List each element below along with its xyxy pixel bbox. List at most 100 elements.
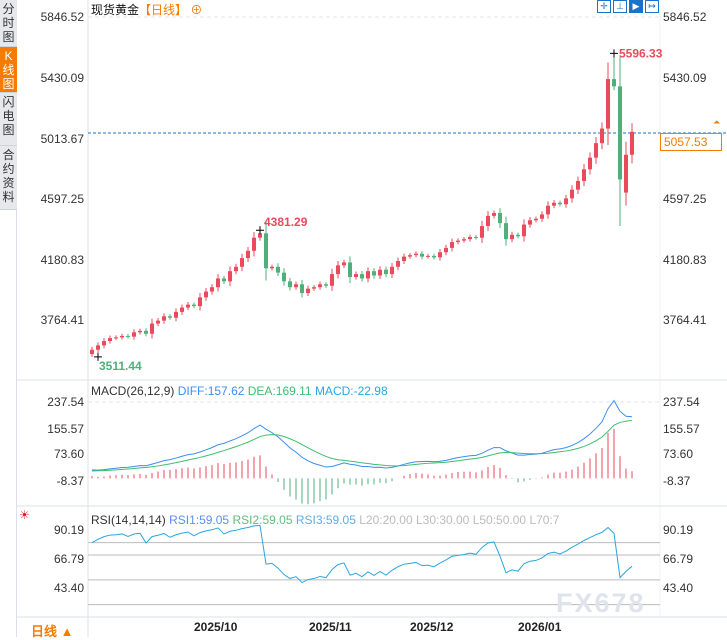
price-axis-label-right: 5430.09 (663, 71, 707, 85)
candle-body (210, 287, 214, 292)
sun-settings-icon[interactable]: ☀ (19, 508, 30, 522)
candle-body (456, 240, 460, 243)
tab-contract-info[interactable]: 合约资料 (0, 146, 17, 210)
instrument-name: 现货黄金 (91, 3, 140, 17)
candle-body (216, 278, 220, 288)
candle-body (264, 233, 268, 269)
scroll-up-icon[interactable]: ⏶ (713, 117, 721, 127)
candle-body (480, 226, 484, 238)
candle-body (378, 269, 382, 276)
candle-body (180, 307, 184, 312)
candle-body (396, 260, 400, 267)
candle-body (192, 304, 196, 307)
date-tick: 2025/10 (194, 620, 238, 634)
candle-body (546, 205, 550, 215)
candle-body (246, 250, 250, 259)
period-label[interactable]: 【日线】 (139, 3, 188, 17)
rsi-l50: L50:50.00 (472, 513, 527, 527)
candle-body (102, 341, 106, 346)
crosshair-icon[interactable]: ✛ (597, 0, 611, 13)
circle-plus-icon[interactable]: ⊕ (190, 3, 203, 17)
candle-body (150, 323, 154, 334)
candle-body (108, 338, 112, 342)
macd-dea: DEA:169.11 (247, 384, 312, 398)
candle-body (462, 239, 466, 241)
candle-body (450, 242, 454, 248)
rsi-l30: L30:30.00 (415, 513, 470, 527)
price-axis-label: 4180.83 (40, 253, 84, 267)
macd-value: MACD:-22.98 (314, 384, 388, 398)
candle-body (420, 253, 424, 257)
measure-icon[interactable]: ⊥ (613, 0, 627, 13)
price-axis-label: 4597.25 (40, 192, 84, 206)
rsi-axis-label: 66.79 (53, 552, 84, 566)
macd-axis-label-right: -8.37 (663, 474, 691, 488)
macd-diff: DIFF:157.62 (177, 384, 245, 398)
candle-body (234, 266, 238, 272)
macd-legend: MACD(26,12,9) DIFF:157.62 DEA:169.11 MAC… (91, 384, 388, 398)
price-axis-label: 5430.09 (40, 71, 84, 85)
tab-flash-chart[interactable]: 闪电图 (0, 93, 17, 146)
local-high-price-label: 4381.29 (264, 215, 308, 229)
high-marker (610, 49, 618, 58)
candle-body (306, 288, 310, 294)
price-axis-label-right: 4180.83 (663, 253, 707, 267)
tab-time-chart[interactable]: 分时图 (0, 0, 17, 47)
candle-body (372, 271, 376, 276)
candle-body (126, 335, 130, 337)
period-dropdown-button[interactable]: 日线 ▲ (31, 624, 74, 639)
candle-body (510, 234, 514, 240)
tab-k-line[interactable]: K线图 (0, 47, 17, 93)
price-axis-label-right: 5846.52 (663, 10, 707, 24)
candle-body (498, 212, 502, 224)
candle-body (324, 284, 328, 286)
play-icon[interactable]: ▶ (629, 0, 643, 13)
candle-body (504, 223, 508, 240)
rsi1-value: RSI1:59.05 (169, 513, 230, 527)
candle-body (384, 269, 388, 275)
candle-body (144, 330, 148, 334)
candle-body (432, 255, 436, 258)
candle-body (312, 287, 316, 289)
candle-body (258, 233, 262, 238)
candle-body (342, 262, 346, 266)
price-axis-label-right: 4597.25 (663, 192, 707, 206)
candle-body (594, 143, 598, 158)
rsi-legend: RSI(14,14,14) RSI1:59.05 RSI2:59.05 RSI3… (91, 513, 559, 527)
rsi-l70: L70:7 (529, 513, 560, 527)
date-tick: 2025/11 (309, 620, 352, 634)
candle-body (438, 252, 442, 258)
candle-body (570, 189, 574, 199)
candle-body (606, 79, 610, 129)
candle-body (408, 255, 412, 257)
candle-body (198, 297, 202, 307)
rsi-axis-label: 90.19 (53, 523, 84, 537)
macd-diff-line (91, 399, 633, 471)
candle-body (564, 198, 568, 205)
date-tick: 2026/01 (518, 620, 562, 634)
candle-body (612, 79, 616, 87)
candle-body (240, 258, 244, 267)
candle-body (534, 218, 538, 221)
candle-body (558, 202, 562, 205)
high-price-label: 5596.33 (619, 46, 663, 60)
candle-body (204, 291, 208, 298)
sidebar-tabs: 分时图 K线图 闪电图 合约资料 (0, 0, 17, 637)
candle-body (588, 157, 592, 170)
candle-body (444, 247, 448, 253)
low-marker (94, 352, 102, 361)
rsi-axis-label-right: 43.40 (663, 581, 694, 595)
price-axis-label-right: 3764.41 (663, 313, 707, 327)
candle-body (90, 349, 94, 355)
candle-body (522, 224, 526, 237)
rsi-line (91, 524, 633, 584)
candle-body (576, 180, 580, 190)
candle-body (228, 271, 232, 282)
candle-body (552, 202, 556, 206)
watermark: FX678 (556, 588, 646, 618)
export-icon[interactable]: ↦ (645, 0, 659, 13)
candle-body (354, 274, 358, 277)
candle-body (252, 237, 256, 251)
local-high-marker (256, 226, 264, 235)
